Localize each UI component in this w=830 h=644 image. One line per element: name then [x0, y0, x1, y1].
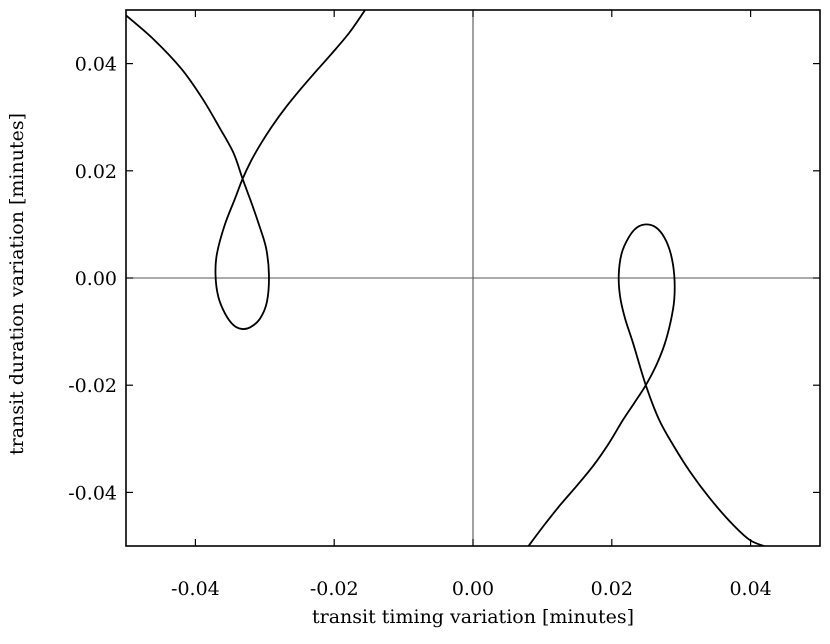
x-tick-label: 0.02 — [591, 578, 633, 600]
series-1-curve — [126, 10, 366, 330]
curve-layer — [126, 10, 765, 546]
y-tick-label: -0.02 — [68, 375, 117, 397]
x-tick-label: 0.04 — [729, 578, 771, 600]
y-tick-label: -0.04 — [68, 482, 117, 504]
zero-lines — [126, 10, 820, 546]
x-tick-label: -0.04 — [171, 578, 220, 600]
y-axis: -0.04 -0.02 0.00 0.02 0.04 — [68, 54, 820, 504]
y-tick-label: 0.04 — [75, 54, 117, 76]
x-tick-label: -0.02 — [310, 578, 359, 600]
series-2-curve — [527, 223, 765, 546]
x-axis: -0.04 -0.02 0.00 0.02 0.04 — [171, 10, 772, 600]
x-axis-label: transit timing variation [minutes] — [312, 606, 634, 628]
y-tick-label: 0.00 — [75, 268, 117, 290]
y-axis-label: transit duration variation [minutes] — [6, 113, 28, 455]
y-tick-label: 0.02 — [75, 161, 117, 183]
x-tick-label: 0.00 — [452, 578, 494, 600]
